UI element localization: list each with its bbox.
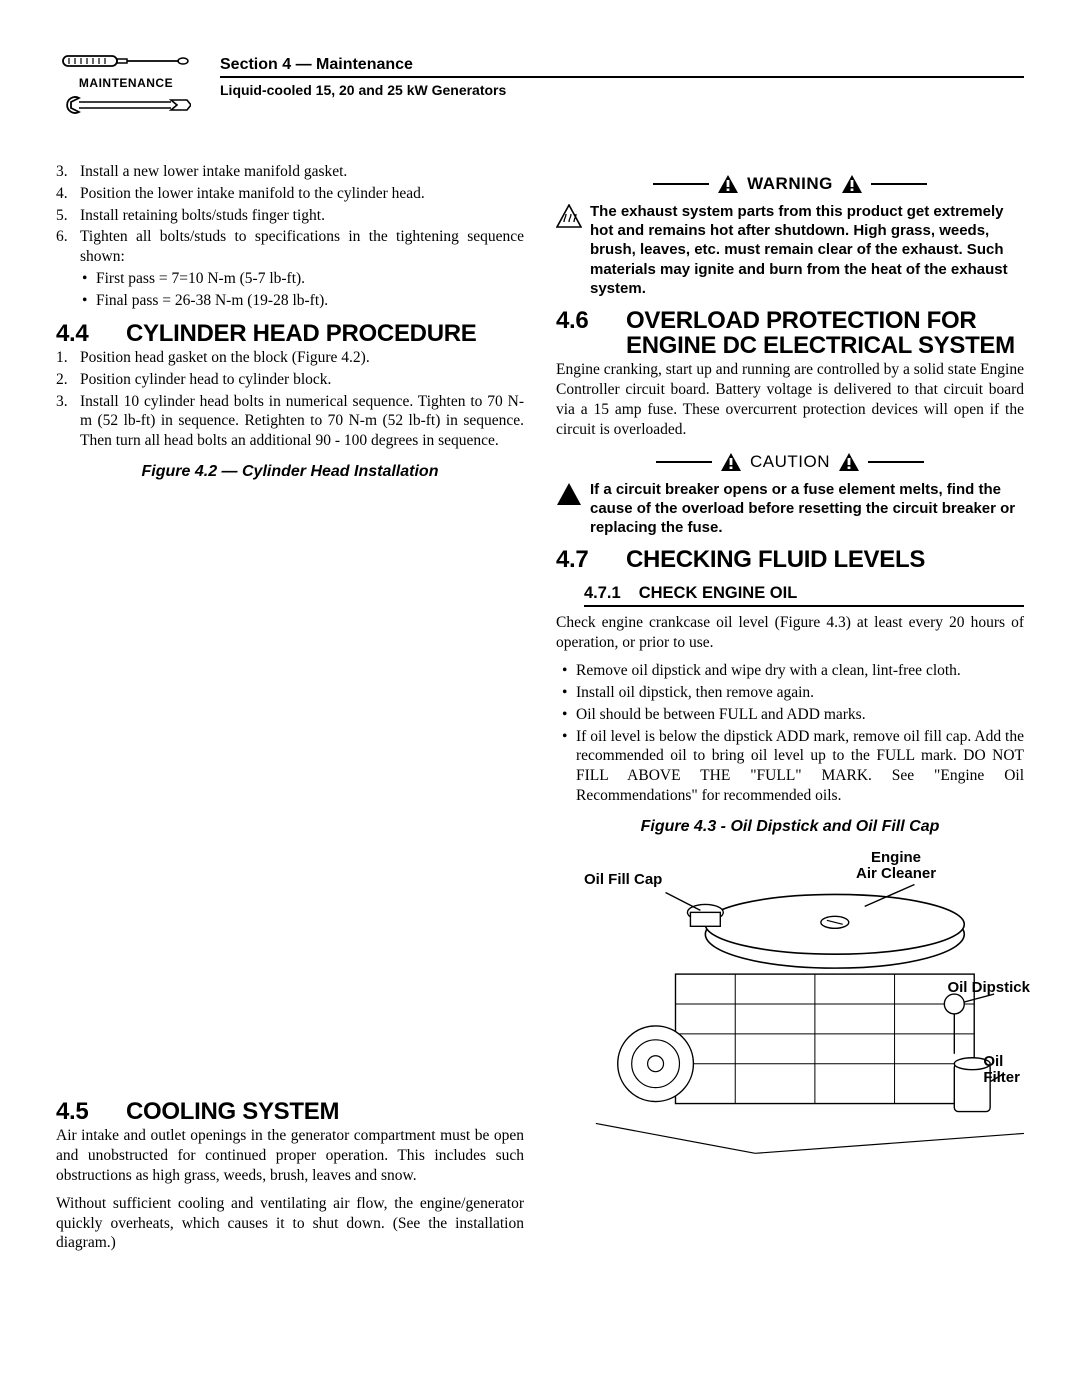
list-item: Install oil dipstick, then remove again. bbox=[576, 683, 1024, 703]
list-item: 3.Install 10 cylinder head bolts in nume… bbox=[56, 392, 524, 451]
list-item: 2.Position cylinder head to cylinder blo… bbox=[56, 370, 524, 390]
right-column: WARNING The exhaust system parts from th… bbox=[556, 162, 1024, 1261]
figure-4-2-caption: Figure 4.2 — Cylinder Head Installation bbox=[56, 463, 524, 481]
warning-label: WARNING bbox=[747, 174, 833, 194]
continuation-steps: 3.Install a new lower intake manifold ga… bbox=[56, 162, 524, 267]
sec45-p1: Air intake and outlet openings in the ge… bbox=[56, 1126, 524, 1185]
maintenance-icon-box: MAINTENANCE bbox=[56, 50, 196, 116]
label-oil-fill-cap: Oil Fill Cap bbox=[584, 872, 662, 889]
header-text: Section 4 — Maintenance Liquid-cooled 15… bbox=[220, 50, 1024, 98]
section-4-7-heading: 4.7 CHECKING FLUID LEVELS bbox=[556, 547, 1024, 572]
sec471-p: Check engine crankcase oil level (Figure… bbox=[556, 613, 1024, 653]
caution-body: If a circuit breaker opens or a fuse ele… bbox=[556, 480, 1024, 538]
sec471-bullets: Remove oil dipstick and wipe dry with a … bbox=[556, 661, 1024, 806]
figure-4-2-placeholder bbox=[56, 489, 524, 1089]
warning-triangle-icon bbox=[838, 452, 860, 472]
screwdriver-icon bbox=[61, 50, 191, 72]
label-engine-air-cleaner: EngineAir Cleaner bbox=[856, 850, 936, 883]
subtitle: Liquid-cooled 15, 20 and 25 kW Generator… bbox=[220, 82, 1024, 98]
list-item: 3.Install a new lower intake manifold ga… bbox=[56, 162, 524, 182]
section-4-7-1-heading: 4.7.1 CHECK ENGINE OIL bbox=[584, 584, 1024, 607]
engine-svg bbox=[556, 844, 1024, 1154]
warning-body: The exhaust system parts from this produ… bbox=[556, 202, 1024, 298]
caution-text: If a circuit breaker opens or a fuse ele… bbox=[590, 480, 1024, 538]
warning-triangle-icon bbox=[841, 174, 863, 194]
step6-bullets: First pass = 7=10 N-m (5-7 lb-ft). Final… bbox=[56, 269, 524, 311]
rule-line bbox=[868, 461, 924, 463]
list-item: 4.Position the lower intake manifold to … bbox=[56, 184, 524, 204]
list-item: 6.Tighten all bolts/studs to specificati… bbox=[56, 227, 524, 267]
section-4-6-heading: 4.6 OVERLOAD PROTECTION FOR ENGINE DC EL… bbox=[556, 308, 1024, 358]
list-item: 5.Install retaining bolts/studs finger t… bbox=[56, 206, 524, 226]
columns: 3.Install a new lower intake manifold ga… bbox=[56, 162, 1024, 1261]
page-header: MAINTENANCE Section 4 — Maintenance Liqu… bbox=[56, 50, 1024, 116]
warning-triangle-icon bbox=[717, 174, 739, 194]
section-title: Section 4 — Maintenance bbox=[220, 56, 1024, 78]
list-item: First pass = 7=10 N-m (5-7 lb-ft). bbox=[96, 269, 524, 289]
rule-line bbox=[656, 461, 712, 463]
sec45-p2: Without sufficient cooling and ventilati… bbox=[56, 1194, 524, 1253]
maintenance-label: MAINTENANCE bbox=[79, 76, 173, 90]
rule-line bbox=[871, 183, 927, 185]
warning-triangle-icon bbox=[720, 452, 742, 472]
left-column: 3.Install a new lower intake manifold ga… bbox=[56, 162, 524, 1261]
warning-callout: WARNING The exhaust system parts from th… bbox=[556, 174, 1024, 298]
warning-text: The exhaust system parts from this produ… bbox=[590, 202, 1024, 298]
figure-4-3-caption: Figure 4.3 - Oil Dipstick and Oil Fill C… bbox=[556, 818, 1024, 836]
caution-label: CAUTION bbox=[750, 452, 830, 472]
sec44-steps: 1.Position head gasket on the block (Fig… bbox=[56, 348, 524, 451]
list-item: 1.Position head gasket on the block (Fig… bbox=[56, 348, 524, 368]
figure-4-3-diagram: Oil Fill Cap EngineAir Cleaner Oil Dipst… bbox=[556, 844, 1024, 1154]
caution-callout: CAUTION If a circuit breaker opens or a … bbox=[556, 452, 1024, 538]
list-item: Final pass = 26-38 N-m (19-28 lb-ft). bbox=[96, 291, 524, 311]
wrench-icon bbox=[61, 94, 191, 116]
section-4-4-heading: 4.4 CYLINDER HEAD PROCEDURE bbox=[56, 321, 524, 346]
label-oil-dipstick: Oil Dipstick bbox=[947, 980, 1030, 997]
list-item: If oil level is below the dipstick ADD m… bbox=[576, 727, 1024, 806]
label-oil-filter: OilFilter bbox=[983, 1054, 1020, 1087]
caution-header: CAUTION bbox=[556, 452, 1024, 472]
sec46-p: Engine cranking, start up and running ar… bbox=[556, 360, 1024, 439]
list-item: Remove oil dipstick and wipe dry with a … bbox=[576, 661, 1024, 681]
warning-header: WARNING bbox=[556, 174, 1024, 194]
list-item: Oil should be between FULL and ADD marks… bbox=[576, 705, 1024, 725]
hot-surface-icon bbox=[556, 202, 582, 298]
section-4-5-heading: 4.5 COOLING SYSTEM bbox=[56, 1099, 524, 1124]
rule-line bbox=[653, 183, 709, 185]
solid-triangle-icon bbox=[556, 480, 582, 538]
